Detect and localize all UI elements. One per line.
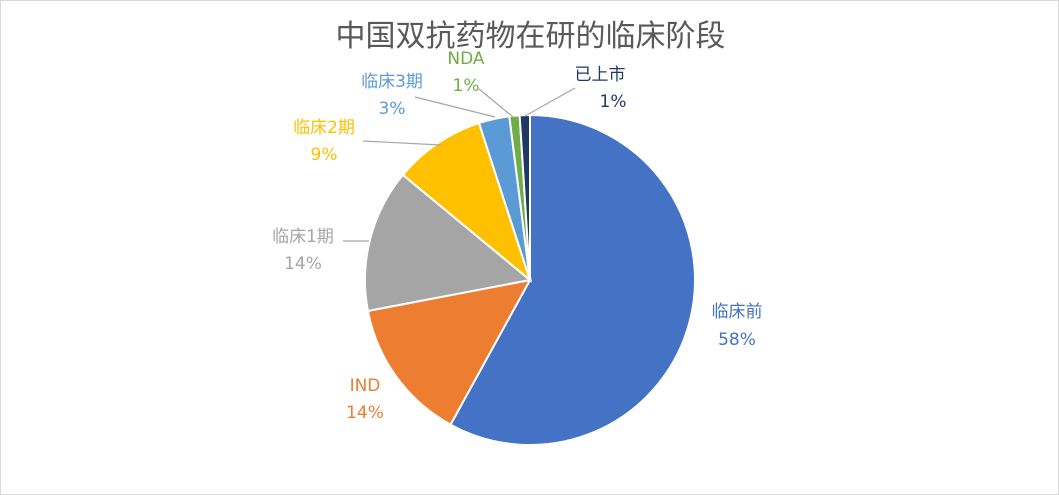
leader-line-5 bbox=[414, 96, 496, 118]
slice-value-label-7: 1% bbox=[600, 92, 627, 112]
pie-slice-7 bbox=[518, 113, 531, 281]
chart-title: 中国双抗药物在研的临床阶段 bbox=[335, 19, 726, 54]
leader-line-6 bbox=[478, 88, 514, 118]
slice-label-5: 临床3期 bbox=[361, 72, 423, 92]
slice-label-6: NDA bbox=[447, 49, 485, 69]
slice-label-2: IND bbox=[350, 376, 381, 396]
pie-slice-4 bbox=[401, 121, 533, 283]
slice-label-3: 临床1期 bbox=[272, 227, 334, 247]
pie-slice-2 bbox=[366, 278, 532, 426]
leader-line-4 bbox=[362, 140, 442, 146]
slice-value-label-3: 14% bbox=[284, 254, 322, 274]
slice-value-label-1: 58% bbox=[718, 330, 756, 350]
slice-value-label-6: 1% bbox=[453, 76, 480, 96]
pie-slice-3 bbox=[363, 173, 533, 313]
pie-slice-1 bbox=[449, 113, 696, 446]
leader-line-7 bbox=[524, 87, 576, 117]
slice-label-1: 临床前 bbox=[712, 302, 763, 322]
slice-label-7: 已上市 bbox=[575, 65, 626, 85]
slice-value-label-4: 9% bbox=[311, 145, 338, 165]
slice-value-label-2: 14% bbox=[346, 403, 384, 423]
slice-label-4: 临床2期 bbox=[293, 118, 355, 138]
slice-value-label-5: 3% bbox=[379, 99, 406, 119]
